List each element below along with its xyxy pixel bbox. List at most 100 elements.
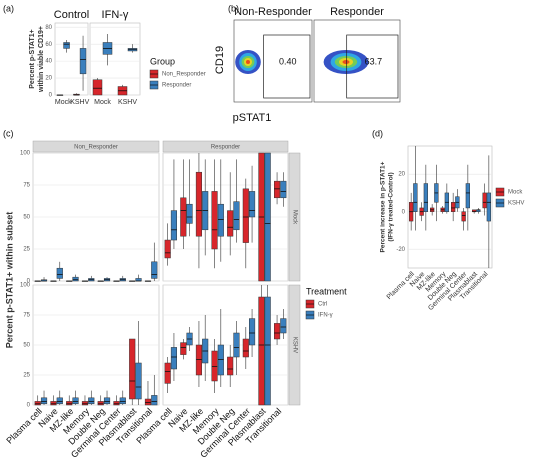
y-tick-label: 0 bbox=[49, 93, 53, 99]
box bbox=[482, 192, 487, 209]
strip-label: Responder bbox=[211, 145, 240, 151]
box bbox=[50, 401, 57, 406]
facet-title: Non-Responder bbox=[234, 6, 312, 18]
legend-label: Ctrl bbox=[318, 302, 327, 308]
box bbox=[135, 362, 142, 400]
facet-title: IFN-γ bbox=[102, 9, 129, 21]
x-tick-label: Mock bbox=[94, 99, 111, 106]
panel-label: (d) bbox=[372, 128, 383, 138]
y-axis-label: (IFN-γ treated-Control) bbox=[388, 172, 395, 241]
y-tick-label: 20 bbox=[45, 76, 52, 82]
y-tick-label: -20 bbox=[396, 247, 405, 253]
box bbox=[217, 344, 224, 376]
panel-label: (c) bbox=[3, 128, 14, 138]
box bbox=[79, 48, 87, 75]
y-tick-label: 75 bbox=[23, 183, 30, 189]
y-tick-label: 0 bbox=[402, 209, 406, 215]
legend-label: Mock bbox=[508, 190, 523, 196]
box bbox=[195, 344, 202, 376]
box bbox=[40, 397, 48, 405]
y-axis-label: Percent increase in p-STAT1+ bbox=[380, 161, 387, 252]
box bbox=[280, 318, 287, 334]
strip-label: Mock bbox=[291, 210, 297, 225]
y-tick-label: 20 bbox=[398, 172, 405, 178]
y-tick-label: 100 bbox=[20, 151, 31, 157]
cell-density bbox=[342, 60, 350, 64]
gate bbox=[346, 34, 399, 99]
box bbox=[164, 239, 171, 259]
y-tick-label: 100 bbox=[20, 283, 31, 289]
box bbox=[486, 192, 491, 222]
box bbox=[144, 398, 152, 406]
y-tick-label: 75 bbox=[23, 313, 30, 319]
box bbox=[465, 183, 470, 209]
box bbox=[211, 350, 218, 382]
y-tick-label: 80 bbox=[45, 25, 52, 31]
box bbox=[66, 401, 73, 406]
box bbox=[103, 397, 111, 405]
panel-bg bbox=[407, 145, 493, 269]
box bbox=[249, 191, 256, 218]
gate-value: 0.40 bbox=[279, 56, 297, 66]
y-tick-label: 40 bbox=[45, 59, 52, 65]
box bbox=[180, 342, 187, 355]
box bbox=[264, 296, 271, 406]
box bbox=[264, 152, 271, 282]
y-axis-label: Percent p-STAT1+ within subset bbox=[4, 212, 14, 348]
box bbox=[242, 338, 249, 358]
box bbox=[113, 401, 120, 406]
box bbox=[127, 48, 138, 52]
panel-label: (a) bbox=[3, 3, 14, 13]
strip bbox=[162, 140, 289, 153]
box bbox=[170, 347, 177, 370]
legend-title: Treatment bbox=[306, 286, 347, 296]
y-tick-label: 25 bbox=[23, 247, 30, 253]
panel-label: (b) bbox=[228, 3, 239, 13]
box bbox=[211, 191, 218, 250]
x-tick-label: KSHV bbox=[118, 99, 137, 106]
y-tick-label: 50 bbox=[23, 343, 30, 349]
gate bbox=[263, 34, 311, 99]
x-tick-label: Plasma cell bbox=[4, 406, 44, 446]
legend-label: Non_Responder bbox=[162, 72, 206, 78]
strip bbox=[288, 152, 301, 282]
box bbox=[63, 42, 70, 49]
box bbox=[227, 210, 234, 237]
box bbox=[151, 395, 158, 406]
gate-value: 63.7 bbox=[365, 56, 383, 66]
facet-title: Control bbox=[54, 9, 89, 21]
box bbox=[81, 401, 89, 406]
box bbox=[170, 210, 177, 241]
y-tick-label: 60 bbox=[45, 42, 52, 48]
y-axis-label: Percent p-STAT1+ bbox=[29, 29, 36, 88]
box bbox=[72, 397, 79, 405]
y-tick-label: 0 bbox=[27, 279, 31, 285]
box bbox=[164, 362, 171, 384]
box bbox=[461, 211, 466, 222]
legend-label: KSHV bbox=[508, 201, 524, 207]
box bbox=[217, 203, 224, 237]
strip-label: KSHV bbox=[291, 337, 297, 353]
box bbox=[195, 171, 202, 237]
box bbox=[72, 276, 79, 282]
cell-density bbox=[246, 60, 250, 64]
legend-title: Group bbox=[150, 56, 175, 66]
box bbox=[423, 183, 428, 212]
box bbox=[88, 397, 95, 405]
strip-label: Non_Responder bbox=[74, 145, 118, 151]
x-tick-label: KSHV bbox=[70, 99, 89, 106]
box bbox=[34, 401, 41, 406]
box bbox=[180, 197, 187, 237]
box bbox=[249, 318, 256, 346]
y-axis-label: CD19 bbox=[214, 46, 226, 74]
box bbox=[233, 332, 240, 358]
box bbox=[258, 296, 265, 406]
box bbox=[451, 202, 456, 212]
legend-label: IFN-γ bbox=[318, 313, 333, 319]
strip bbox=[288, 284, 301, 406]
x-tick-label: Mock bbox=[55, 99, 72, 106]
box bbox=[92, 79, 103, 96]
box bbox=[233, 201, 240, 231]
box bbox=[119, 397, 126, 405]
